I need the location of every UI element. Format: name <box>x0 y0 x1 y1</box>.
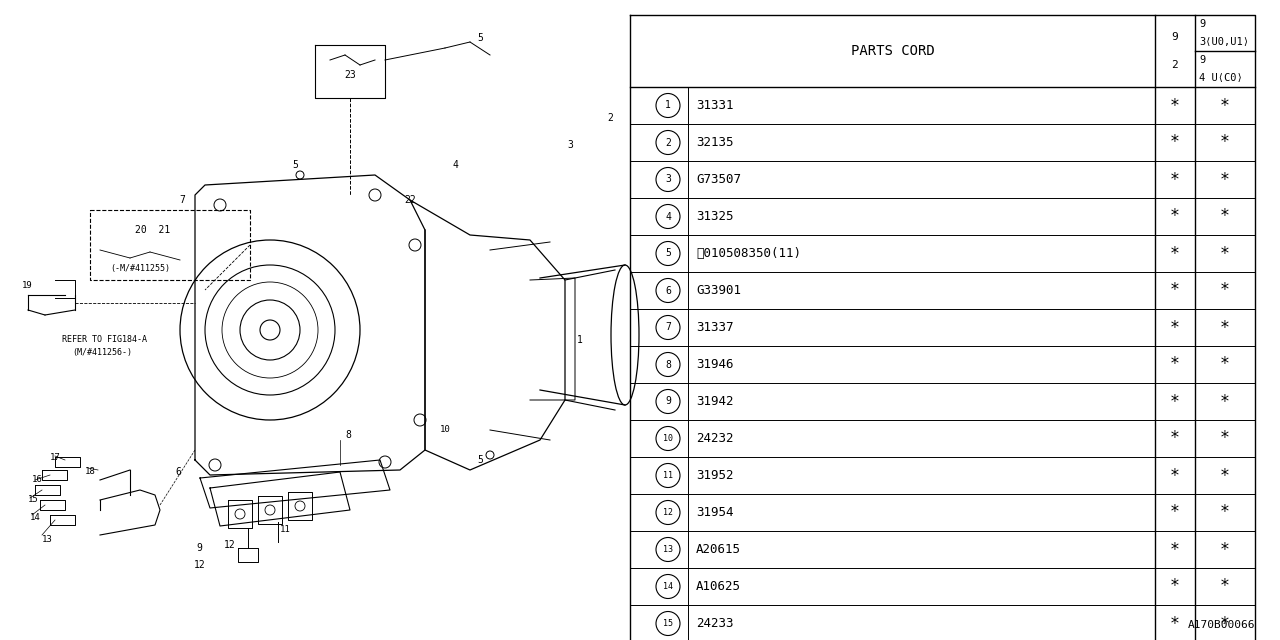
Text: *: * <box>1220 97 1230 115</box>
Text: *: * <box>1170 429 1180 447</box>
Text: 3: 3 <box>567 140 573 150</box>
Text: *: * <box>1170 97 1180 115</box>
Text: (-M/#411255): (-M/#411255) <box>110 264 170 273</box>
Text: 9: 9 <box>1171 31 1179 42</box>
Text: *: * <box>1170 282 1180 300</box>
Text: *: * <box>1170 170 1180 189</box>
Text: 6: 6 <box>666 285 671 296</box>
Text: 12: 12 <box>224 540 236 550</box>
Text: *: * <box>1170 319 1180 337</box>
Text: 14: 14 <box>29 513 41 522</box>
Text: *: * <box>1220 244 1230 262</box>
Text: *: * <box>1170 207 1180 225</box>
Text: A10625: A10625 <box>696 580 741 593</box>
Text: 12: 12 <box>195 560 206 570</box>
Text: *: * <box>1170 467 1180 484</box>
Text: 10: 10 <box>439 426 451 435</box>
Text: A170B00066: A170B00066 <box>1188 620 1254 630</box>
Text: 9: 9 <box>196 543 202 553</box>
Text: *: * <box>1220 392 1230 410</box>
Text: 12: 12 <box>663 508 673 517</box>
Text: 10: 10 <box>663 434 673 443</box>
Text: 17: 17 <box>50 454 60 463</box>
Text: 31337: 31337 <box>696 321 733 334</box>
Text: G73507: G73507 <box>696 173 741 186</box>
Text: 2: 2 <box>1171 60 1179 70</box>
Text: *: * <box>1170 355 1180 374</box>
Text: 7: 7 <box>666 323 671 333</box>
Text: *: * <box>1220 467 1230 484</box>
Text: 32135: 32135 <box>696 136 733 149</box>
Text: *: * <box>1220 429 1230 447</box>
Text: 13: 13 <box>42 536 52 545</box>
Text: 5: 5 <box>666 248 671 259</box>
Text: *: * <box>1220 134 1230 152</box>
Text: PARTS CORD: PARTS CORD <box>851 44 934 58</box>
Text: 31954: 31954 <box>696 506 733 519</box>
Text: 23: 23 <box>344 70 356 80</box>
Text: 2: 2 <box>607 113 613 123</box>
Text: *: * <box>1220 319 1230 337</box>
Text: 15: 15 <box>28 495 38 504</box>
Text: *: * <box>1220 614 1230 632</box>
Text: *: * <box>1170 504 1180 522</box>
Text: REFER TO FIG184-A: REFER TO FIG184-A <box>61 335 147 344</box>
Text: 5: 5 <box>477 33 483 43</box>
Text: *: * <box>1170 134 1180 152</box>
Text: 11: 11 <box>663 471 673 480</box>
Text: 3: 3 <box>666 175 671 184</box>
Text: 5: 5 <box>292 160 298 170</box>
Text: 24233: 24233 <box>696 617 733 630</box>
Text: *: * <box>1220 504 1230 522</box>
Text: 4: 4 <box>452 160 458 170</box>
Text: 20  21: 20 21 <box>134 225 170 235</box>
Text: 1: 1 <box>666 100 671 111</box>
Text: 31331: 31331 <box>696 99 733 112</box>
Text: 31946: 31946 <box>696 358 733 371</box>
Text: 6: 6 <box>175 467 180 477</box>
Text: 3⟨U0,U1⟩: 3⟨U0,U1⟩ <box>1199 36 1249 47</box>
Text: 9: 9 <box>1199 19 1206 29</box>
Text: 9: 9 <box>666 397 671 406</box>
Text: 19: 19 <box>22 280 33 289</box>
Text: 9: 9 <box>1199 54 1206 65</box>
Text: 16: 16 <box>32 476 42 484</box>
Text: 18: 18 <box>84 467 96 477</box>
Text: 4 U⟨C0⟩: 4 U⟨C0⟩ <box>1199 72 1243 83</box>
Text: G33901: G33901 <box>696 284 741 297</box>
Text: 1: 1 <box>577 335 582 345</box>
Text: 11: 11 <box>279 525 291 534</box>
Text: *: * <box>1220 207 1230 225</box>
Text: 31952: 31952 <box>696 469 733 482</box>
Text: Ⓑ010508350(11): Ⓑ010508350(11) <box>696 247 801 260</box>
Text: *: * <box>1220 355 1230 374</box>
Text: 14: 14 <box>663 582 673 591</box>
Text: 13: 13 <box>663 545 673 554</box>
Text: *: * <box>1170 577 1180 595</box>
Text: *: * <box>1220 541 1230 559</box>
Text: 31325: 31325 <box>696 210 733 223</box>
Text: *: * <box>1170 614 1180 632</box>
Text: 22: 22 <box>404 195 416 205</box>
Text: 7: 7 <box>179 195 184 205</box>
Text: 8: 8 <box>346 430 351 440</box>
Text: 4: 4 <box>666 211 671 221</box>
Text: *: * <box>1220 170 1230 189</box>
Text: 31942: 31942 <box>696 395 733 408</box>
Text: 15: 15 <box>663 619 673 628</box>
Text: *: * <box>1220 282 1230 300</box>
Text: *: * <box>1220 577 1230 595</box>
Text: (M/#411256-): (M/#411256-) <box>72 348 132 356</box>
Text: 5: 5 <box>477 455 483 465</box>
Text: 8: 8 <box>666 360 671 369</box>
Text: *: * <box>1170 541 1180 559</box>
Text: 2: 2 <box>666 138 671 147</box>
Text: A20615: A20615 <box>696 543 741 556</box>
Text: *: * <box>1170 392 1180 410</box>
Text: 24232: 24232 <box>696 432 733 445</box>
Text: *: * <box>1170 244 1180 262</box>
